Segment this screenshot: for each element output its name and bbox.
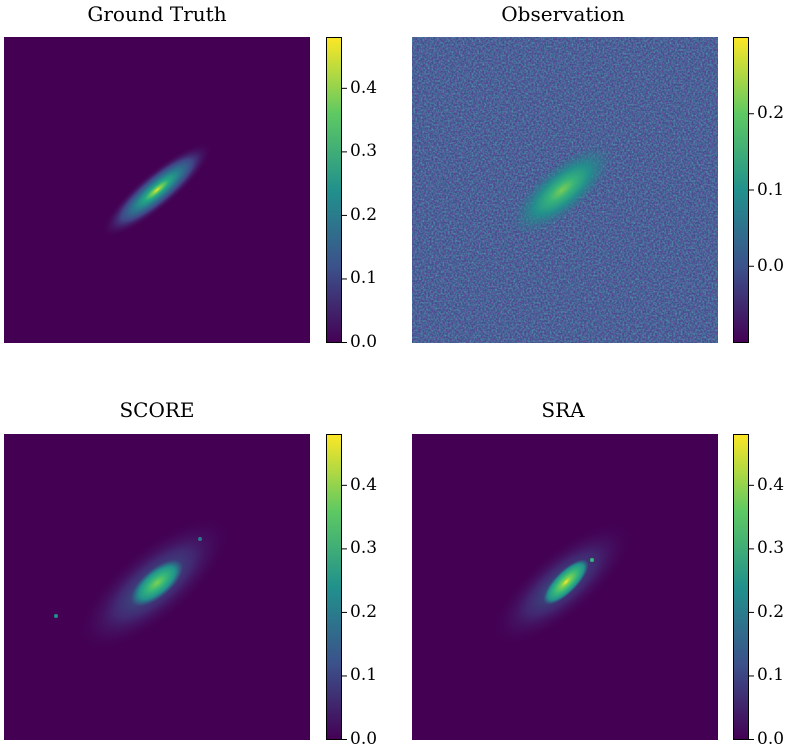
colorbar-tick-label: 0.2 xyxy=(757,601,785,622)
panel-title: Ground Truth xyxy=(87,2,227,26)
heatmap-score xyxy=(4,434,310,740)
artifact-dot xyxy=(590,558,594,562)
colorbar-gradient xyxy=(326,37,347,343)
colorbar-gradient xyxy=(326,434,347,740)
colorbar-tick-label: 0.2 xyxy=(757,103,785,124)
source-core xyxy=(130,559,184,607)
colorbar-tick-label: 0.0 xyxy=(757,729,785,749)
colorbar: 0.0 0.1 0.2 0.3 0.4 xyxy=(326,434,386,748)
panel-title: Observation xyxy=(501,2,625,26)
source-blob xyxy=(512,146,612,234)
panel-ground-truth: Ground Truth xyxy=(4,0,394,360)
source-blob xyxy=(102,142,212,238)
colorbar-gradient xyxy=(733,37,754,343)
colorbar-tick-label: 0.1 xyxy=(757,179,785,200)
heatmap-observation xyxy=(412,37,718,343)
panel-observation: Observation xyxy=(410,0,789,360)
heatmap-ground-truth xyxy=(4,37,310,343)
panel-sra: SRA xyxy=(410,396,789,751)
colorbar-tick-label: 0.0 xyxy=(757,255,785,276)
colorbar-tick-label: 0.4 xyxy=(757,474,785,495)
colorbar-tick-label: 0.1 xyxy=(757,665,785,686)
colorbar-tick-label: 0.3 xyxy=(350,141,378,162)
artifact-dot xyxy=(54,614,58,618)
colorbar-tick-label: 0.2 xyxy=(350,204,378,225)
colorbar-tick-label: 0.4 xyxy=(350,77,378,98)
heatmap-image xyxy=(412,37,718,343)
colorbar: 0.0 0.1 0.2 0.3 0.4 xyxy=(733,434,789,748)
colorbar-tick-label: 0.3 xyxy=(757,538,785,559)
artifact-hole xyxy=(157,624,163,630)
panel-title: SRA xyxy=(541,398,585,422)
colorbar-tick-label: 0.4 xyxy=(350,474,378,495)
colorbar-tick-label: 0.0 xyxy=(350,332,378,352)
colorbar-tick-label: 0.0 xyxy=(350,729,378,749)
source-core xyxy=(543,559,589,605)
artifact-dot xyxy=(198,537,202,541)
colorbar-tick-label: 0.1 xyxy=(350,665,378,686)
colorbar-gradient xyxy=(733,434,754,740)
heatmap-image xyxy=(491,522,633,646)
heatmap-image xyxy=(54,516,231,652)
colorbar-tick-label: 0.2 xyxy=(350,601,378,622)
colorbar: 0.0 0.1 0.2 xyxy=(733,37,789,343)
panel-score: SCORE xyxy=(4,396,394,751)
colorbar-tick-label: 0.3 xyxy=(350,538,378,559)
heatmap-sra xyxy=(412,434,718,740)
heatmap-image xyxy=(102,142,212,238)
colorbar: 0.0 0.1 0.2 0.3 0.4 xyxy=(326,37,386,351)
colorbar-tick-label: 0.1 xyxy=(350,268,378,289)
panel-title: SCORE xyxy=(119,398,195,422)
